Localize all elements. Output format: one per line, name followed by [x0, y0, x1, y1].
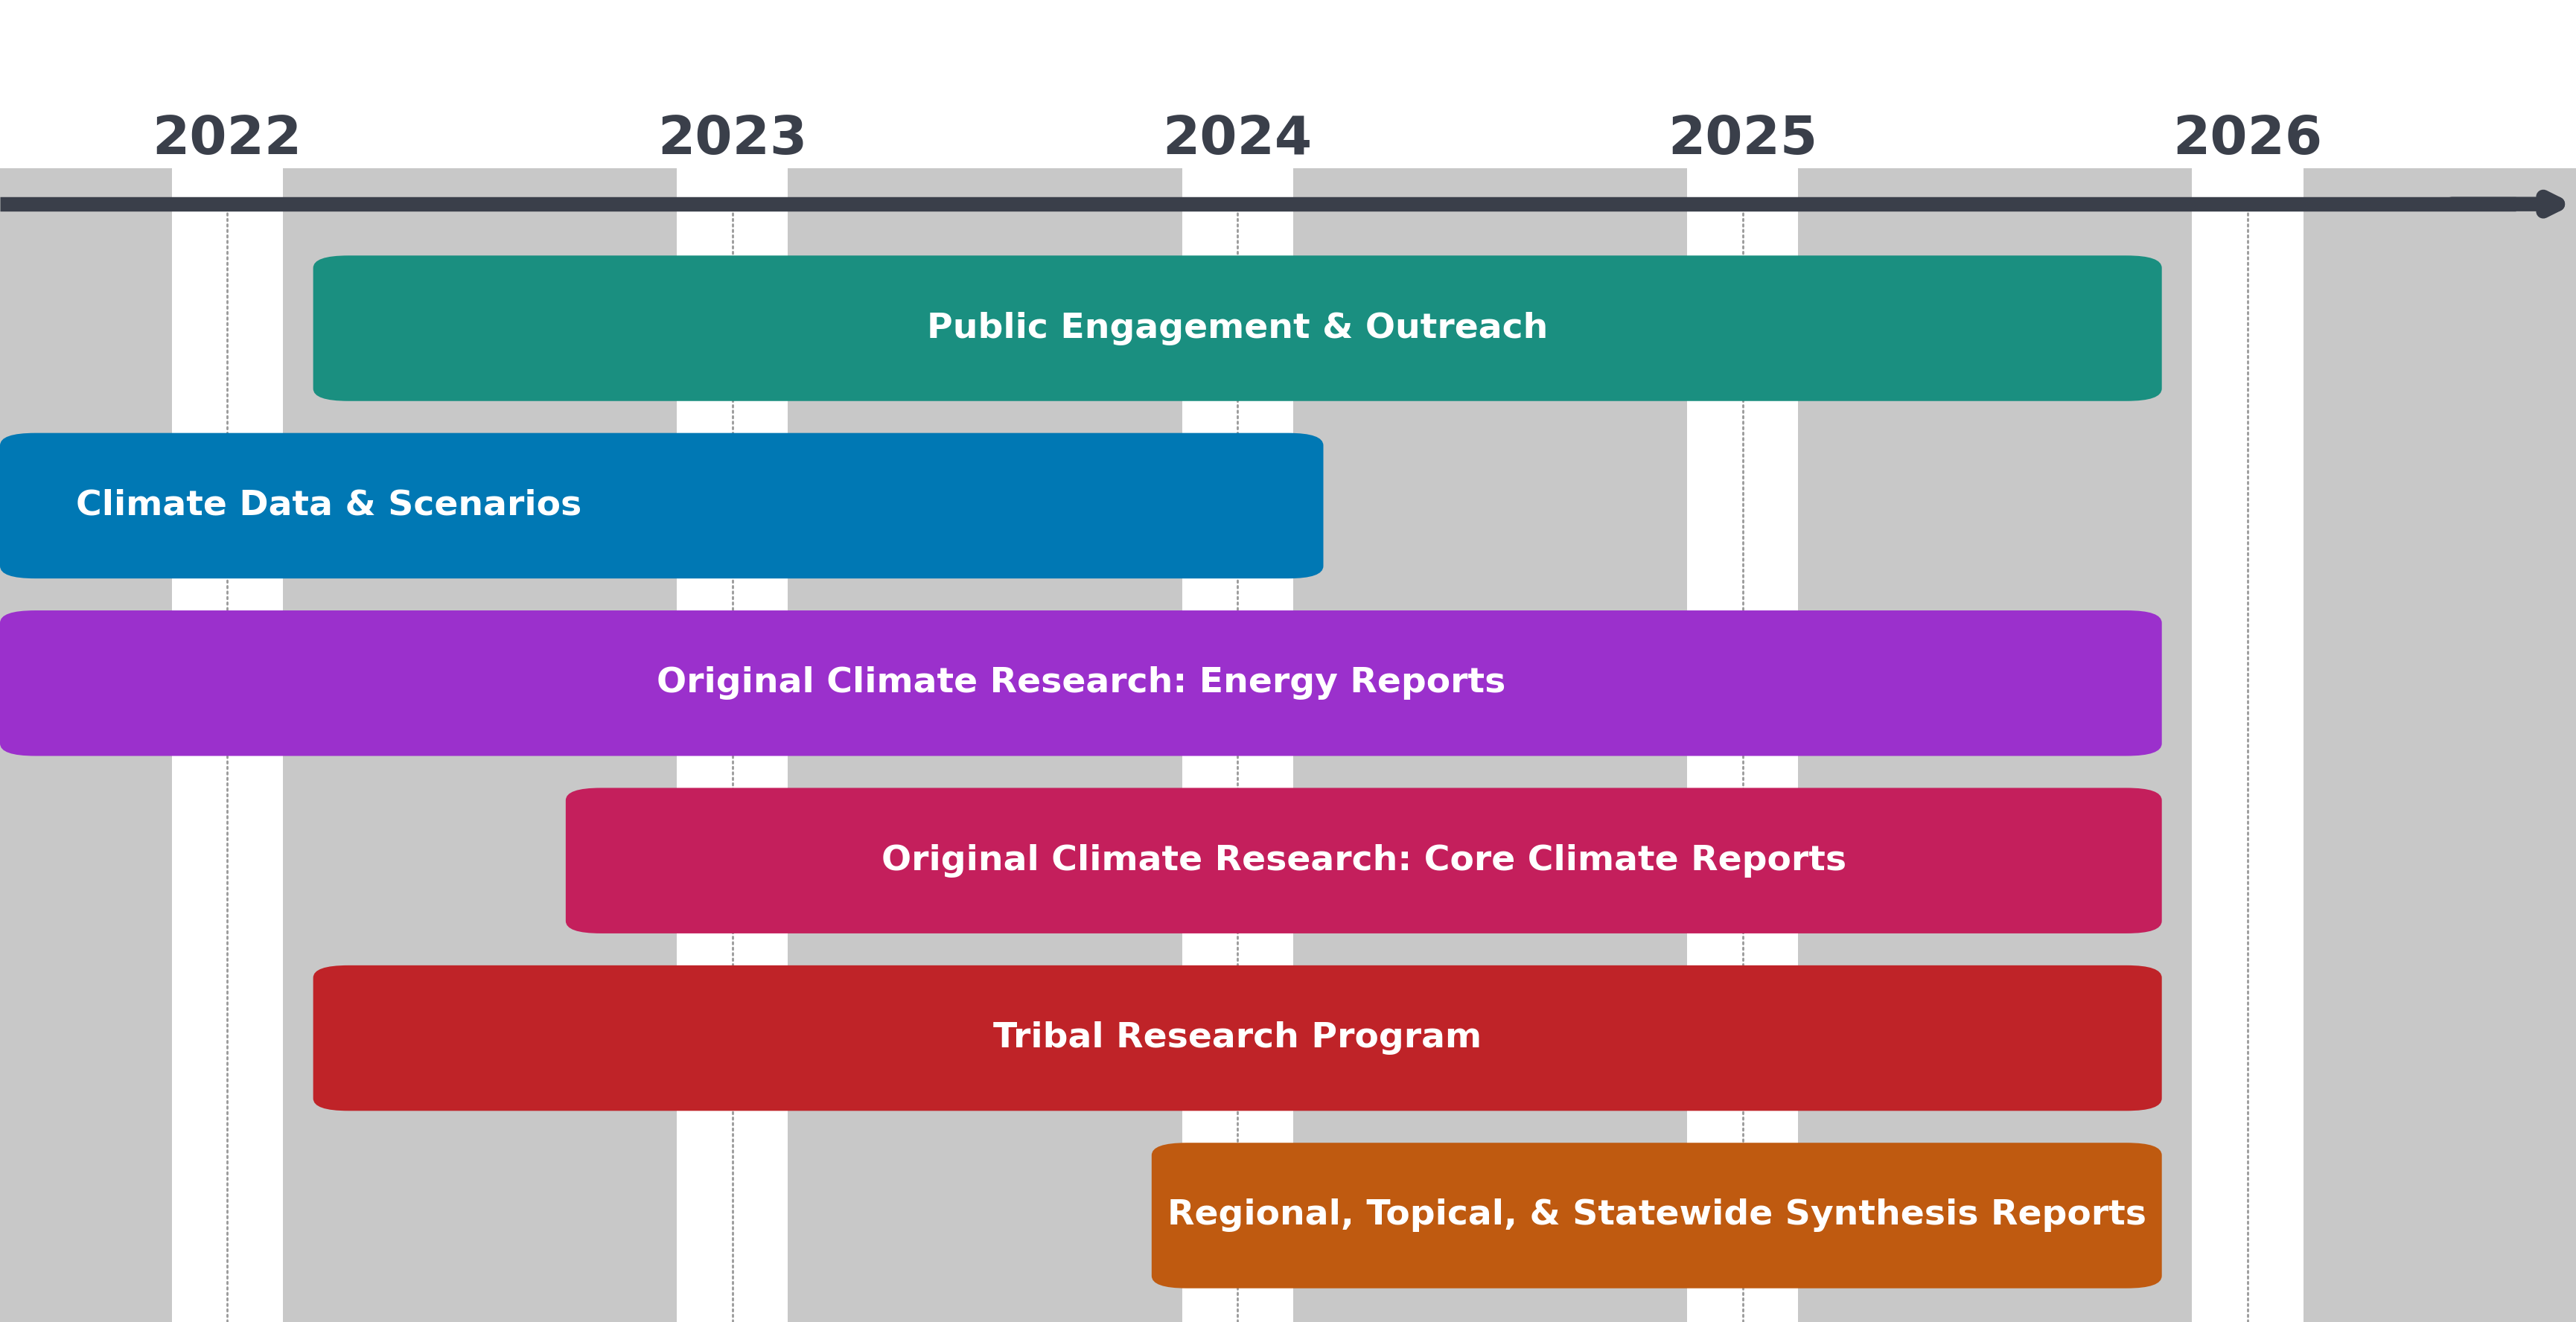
FancyBboxPatch shape	[314, 965, 2161, 1110]
Bar	[677, 169, 788, 1322]
Bar	[1687, 169, 1798, 1322]
FancyBboxPatch shape	[0, 434, 1324, 579]
Bar	[1182, 169, 1293, 1322]
Text: Climate Data & Scenarios: Climate Data & Scenarios	[75, 489, 582, 522]
FancyBboxPatch shape	[0, 611, 2161, 756]
Text: Regional, Topical, & Statewide Synthesis Reports: Regional, Topical, & Statewide Synthesis…	[1167, 1199, 2146, 1232]
Bar	[0, 0, 2576, 169]
Bar	[173, 0, 283, 169]
Text: Original Climate Research: Core Climate Reports: Original Climate Research: Core Climate …	[881, 843, 1847, 878]
Text: Public Engagement & Outreach: Public Engagement & Outreach	[927, 312, 1548, 345]
Bar	[677, 0, 788, 169]
Bar	[1182, 0, 1293, 169]
Bar	[173, 169, 283, 1322]
Text: 2022: 2022	[152, 114, 301, 165]
Bar	[1687, 0, 1798, 169]
Text: 2023: 2023	[657, 114, 806, 165]
Text: 2024: 2024	[1162, 114, 1311, 165]
FancyBboxPatch shape	[1151, 1142, 2161, 1288]
Text: Original Climate Research: Energy Reports: Original Climate Research: Energy Report…	[657, 666, 1504, 699]
Bar	[2192, 0, 2303, 169]
Text: 2026: 2026	[2172, 114, 2324, 165]
Text: 2025: 2025	[1667, 114, 1819, 165]
Text: Tribal Research Program: Tribal Research Program	[994, 1022, 1481, 1055]
Bar	[2192, 169, 2303, 1322]
FancyBboxPatch shape	[567, 788, 2161, 933]
FancyBboxPatch shape	[314, 255, 2161, 401]
